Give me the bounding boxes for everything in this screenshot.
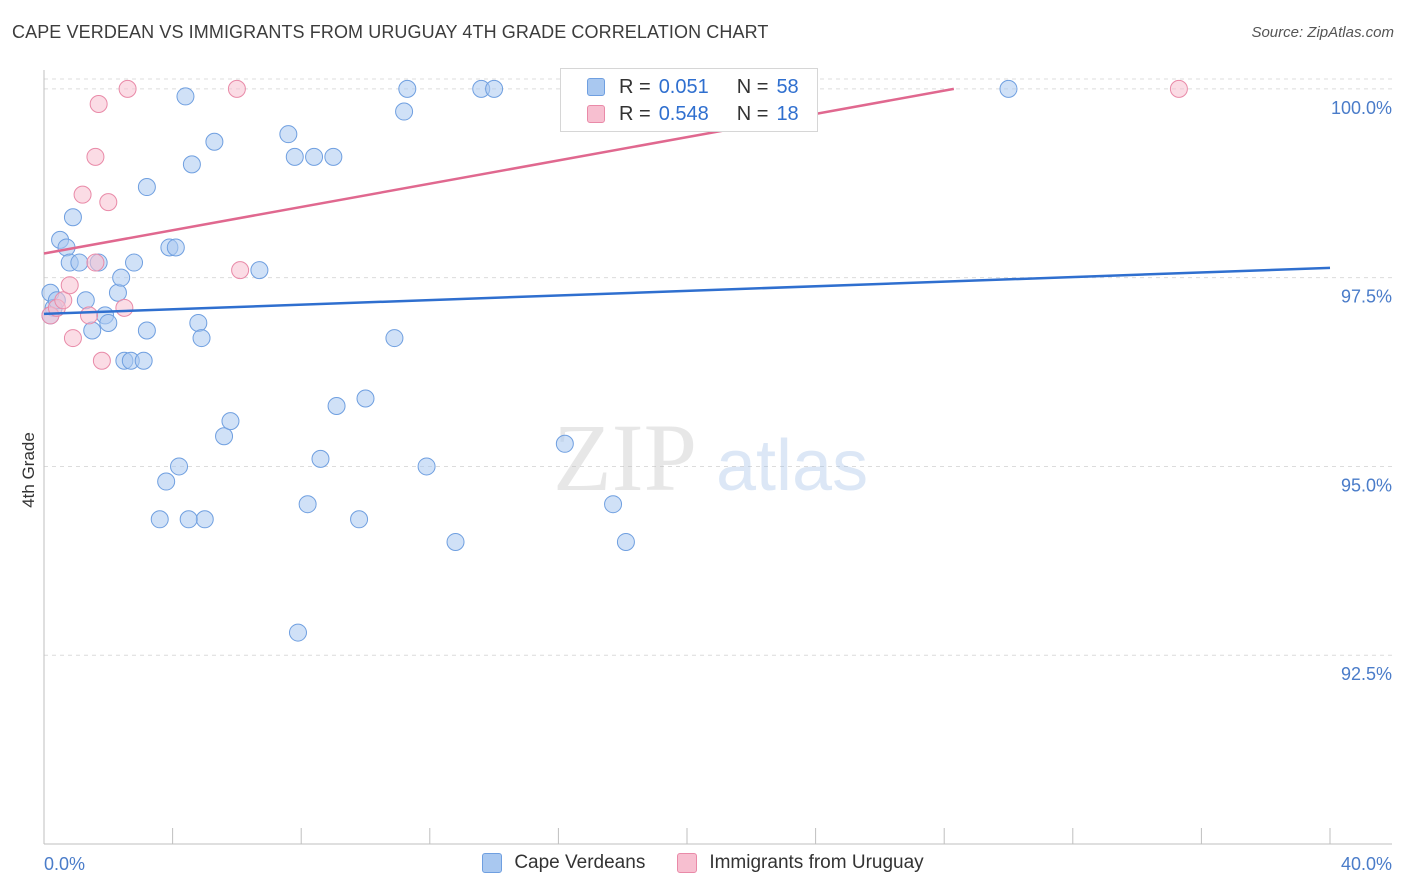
- legend-r-value: 0.548: [658, 102, 709, 125]
- bottom-legend-label: Immigrants from Uruguay: [709, 852, 924, 873]
- scatter-points: [41, 79, 1188, 642]
- watermark: ZIP atlas: [553, 404, 868, 511]
- data-point: [215, 427, 234, 446]
- data-point: [189, 313, 208, 332]
- grid-lines: [44, 78, 1392, 656]
- data-point: [115, 298, 134, 317]
- data-point: [395, 102, 414, 121]
- y-tick-label: 92.5%: [1341, 664, 1392, 684]
- data-point: [83, 321, 102, 340]
- data-point: [73, 185, 92, 204]
- legend-r-value: 0.051: [658, 75, 709, 98]
- legend-swatch-pink: [587, 105, 605, 123]
- data-point: [298, 495, 317, 514]
- data-point: [89, 94, 108, 113]
- legend-r-label: R =: [619, 102, 651, 125]
- data-point: [86, 147, 105, 166]
- data-point: [150, 510, 169, 529]
- data-point: [324, 147, 343, 166]
- data-point: [285, 147, 304, 166]
- legend-row-uruguay: R = 0.548 N = 18: [587, 101, 799, 127]
- data-point: [108, 283, 127, 302]
- legend-n-value: 58: [776, 75, 799, 98]
- bottom-legend-swatch-pink: [677, 853, 698, 873]
- chart-title: CAPE VERDEAN VS IMMIGRANTS FROM URUGUAY …: [12, 22, 769, 42]
- data-point: [70, 253, 89, 272]
- data-point: [250, 261, 269, 280]
- x-tick-label-min: 0.0%: [44, 854, 85, 874]
- data-point: [166, 238, 185, 257]
- legend-n-label: N =: [736, 75, 769, 98]
- data-point: [555, 434, 574, 453]
- data-point: [327, 397, 346, 416]
- data-point: [385, 329, 404, 348]
- data-point: [137, 178, 156, 197]
- bottom-legend-swatch-blue: [482, 853, 503, 873]
- watermark-zip: ZIP: [553, 404, 697, 511]
- legend-n-label: N =: [736, 102, 769, 125]
- y-tick-label: 95.0%: [1341, 475, 1392, 495]
- data-point: [205, 132, 224, 151]
- data-point: [279, 125, 298, 144]
- bottom-legend-uruguay[interactable]: Immigrants from Uruguay: [677, 852, 924, 874]
- data-point: [350, 510, 369, 529]
- legend-n-value: 18: [776, 102, 799, 125]
- data-point: [125, 253, 144, 272]
- data-point: [485, 79, 504, 98]
- data-point: [63, 208, 82, 227]
- axis-labels: 92.5% 95.0% 97.5% 100.0% 0.0% 40.0% 4th Grade: [19, 98, 1392, 874]
- axes: [43, 70, 1392, 845]
- y-tick-label: 100.0%: [1331, 98, 1392, 118]
- data-point: [604, 495, 623, 514]
- data-point: [118, 79, 137, 98]
- trend-line: [43, 266, 1331, 316]
- source-label: Source: ZipAtlas.com: [1251, 24, 1394, 41]
- data-point: [192, 329, 211, 348]
- data-point: [60, 276, 79, 295]
- bottom-legend-cape-verdeans[interactable]: Cape Verdeans: [482, 852, 645, 874]
- x-tick-label-max: 40.0%: [1341, 854, 1392, 874]
- data-point: [170, 457, 189, 476]
- data-point: [99, 193, 118, 212]
- data-point: [112, 268, 131, 287]
- data-point: [76, 291, 95, 310]
- data-point: [231, 261, 250, 280]
- stats-legend: R = 0.051 N = 58 R = 0.548 N = 18: [560, 68, 818, 132]
- data-point: [157, 472, 176, 491]
- data-point: [182, 155, 201, 174]
- data-point: [137, 321, 156, 340]
- data-point: [398, 79, 417, 98]
- data-point: [80, 306, 99, 325]
- data-point: [288, 623, 307, 642]
- data-point: [195, 510, 214, 529]
- data-point: [86, 253, 105, 272]
- data-point: [63, 329, 82, 348]
- data-point: [311, 449, 330, 468]
- data-point: [356, 389, 375, 408]
- legend-r-label: R =: [619, 75, 651, 98]
- data-point: [305, 147, 324, 166]
- data-point: [417, 457, 436, 476]
- bottom-legend: Cape Verdeans Immigrants from Uruguay: [0, 852, 1406, 874]
- legend-swatch-blue: [587, 78, 605, 96]
- data-point: [1169, 79, 1188, 98]
- data-point: [616, 532, 635, 551]
- data-point: [179, 510, 198, 529]
- data-point: [134, 351, 153, 370]
- data-point: [54, 291, 73, 310]
- y-axis-label: 4th Grade: [19, 432, 38, 508]
- legend-row-cape-verdeans: R = 0.051 N = 58: [587, 74, 799, 100]
- watermark-atlas: atlas: [716, 426, 868, 506]
- data-point: [176, 87, 195, 106]
- data-point: [92, 351, 111, 370]
- data-point: [999, 79, 1018, 98]
- data-point: [446, 532, 465, 551]
- bottom-legend-label: Cape Verdeans: [514, 852, 646, 873]
- y-tick-label: 97.5%: [1341, 287, 1392, 307]
- data-point: [227, 79, 246, 98]
- data-point: [221, 412, 240, 431]
- data-point: [99, 313, 118, 332]
